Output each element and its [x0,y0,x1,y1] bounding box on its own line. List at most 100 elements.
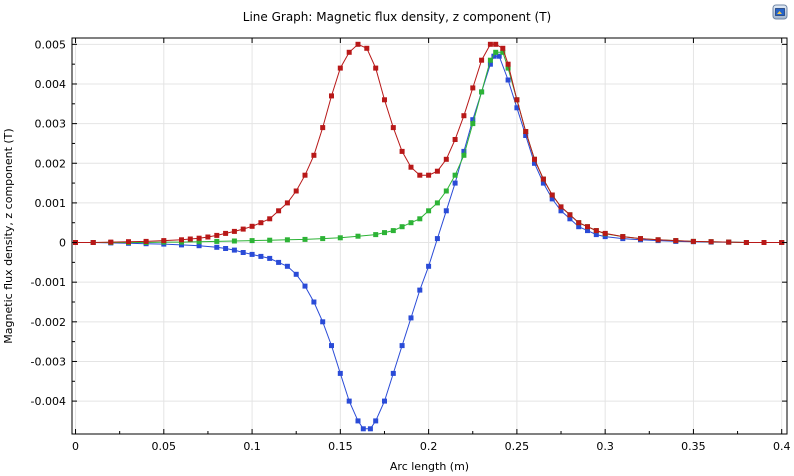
data-point [258,253,264,259]
plot-frame [71,37,788,435]
y-tick-label: -0.001 [31,276,66,289]
data-point [320,125,326,131]
data-point [479,89,485,95]
data-point [638,236,643,242]
data-point [373,232,379,238]
data-point [708,239,714,245]
data-point [443,208,449,214]
data-point [514,105,520,111]
data-point [426,172,432,178]
x-tick-label: 0.25 [505,440,530,453]
data-point [373,418,379,424]
data-point [567,212,573,218]
y-tick-label: 0.003 [35,118,67,131]
data-point [426,263,432,269]
data-point [540,180,546,186]
data-point [390,228,396,234]
data-point [143,238,149,244]
data-point [373,65,379,71]
data-point [558,208,564,214]
data-point [461,152,467,158]
data-point [337,370,343,376]
export-image-button[interactable] [772,4,788,20]
data-point [493,49,499,55]
data-point [505,77,511,83]
y-tick-label: 0.002 [35,157,67,170]
data-point [470,117,476,123]
data-point [558,204,564,210]
data-point [302,236,308,242]
data-point [196,239,202,245]
data-point [602,234,608,240]
data-point [399,148,405,154]
data-point [514,97,520,103]
data-point [540,176,546,182]
data-point [196,243,202,249]
data-point [743,240,749,245]
data-point [240,226,246,232]
data-point [214,232,220,238]
data-point [320,319,326,325]
data-point [240,250,246,255]
export-image-icon [772,4,788,20]
x-tick-label: 0.05 [152,440,177,453]
data-point [214,238,220,244]
data-point [500,49,506,55]
data-point [346,49,352,55]
data-point [655,237,661,243]
data-point [249,238,255,244]
series-3 [73,41,785,245]
y-tick-label: -0.004 [31,395,66,408]
x-axis-label: Arc length (m) [390,460,469,473]
data-point [443,188,449,194]
data-point [258,220,264,226]
data-point [452,180,458,186]
data-point [293,271,299,277]
data-point [293,188,299,194]
data-point [231,238,237,244]
y-tick-label: -0.002 [31,316,66,329]
x-tick-label: 0.35 [681,440,706,453]
data-point [585,228,590,234]
tick-labels: 0 0.05 0.1 0.15 0.2 0.25 0.3 0.35 0.4 -0.004 -0.00… [31,38,791,453]
data-point [346,398,352,404]
data-point [329,343,334,349]
data-point [417,172,423,178]
data-point [187,236,193,242]
data-point [196,235,202,241]
data-point [367,426,373,432]
data-point [276,208,282,214]
grid-lines [72,38,787,434]
data-point [311,152,317,158]
data-point [302,283,308,289]
data-point [267,255,273,261]
x-tick-label: 0.15 [328,440,353,453]
data-point [360,426,366,432]
data-point [302,172,308,178]
data-point [355,41,361,47]
data-point [523,129,529,134]
data-point [761,240,767,245]
x-tick-label: 0.1 [243,440,261,453]
data-point [549,192,555,198]
data-point [223,230,229,236]
data-point [337,235,343,241]
data-point [726,239,732,245]
data-point [496,53,502,59]
data-point [355,233,361,239]
data-point [337,65,343,71]
data-point [576,224,582,230]
data-point [505,65,511,71]
y-tick-label: 0.005 [35,38,67,51]
data-point [390,370,396,376]
x-tick-label: 0.4 [773,440,791,453]
data-point [161,238,167,244]
data-point [231,247,237,253]
data-point [491,53,497,59]
data-point [417,216,423,222]
data-point [602,230,608,236]
data-point [408,220,414,226]
data-point [329,93,334,99]
data-point [399,343,405,349]
data-point [284,200,290,206]
